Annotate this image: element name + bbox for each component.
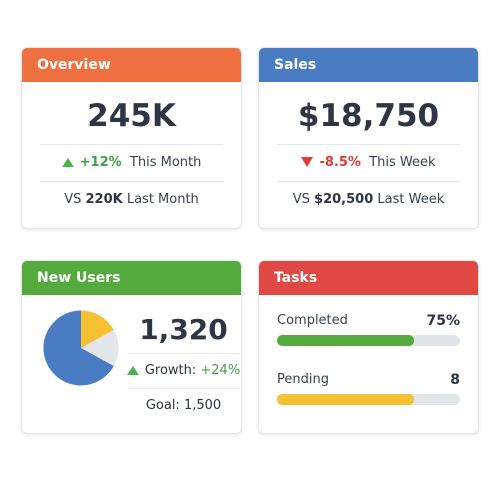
task-completed: Completed 75% (259, 313, 478, 346)
sales-compare-value: $20,500 (314, 192, 374, 207)
overview-change: +12% (79, 155, 122, 170)
users-growth-label: Growth: (144, 363, 197, 378)
sales-card-title: Sales (259, 48, 478, 82)
sales-value: $18,750 (297, 98, 440, 134)
users-pie-chart-icon (43, 310, 119, 386)
sales-change-row: -8.5% This Week (259, 145, 478, 181)
sales-compare-prefix: VS (292, 192, 310, 207)
users-divider-2 (128, 388, 239, 389)
new-users-card-title: New Users (22, 261, 241, 295)
users-growth-row: Growth: +24% (126, 354, 241, 388)
overview-divider-2 (40, 181, 223, 182)
pending-progress-bar (277, 394, 460, 405)
overview-card-title: Overview (22, 48, 241, 82)
sales-card: Sales $18,750 -8.5% This Week VS $20,500… (258, 47, 479, 229)
pie-slice-yellow (81, 310, 114, 348)
sales-compare-label: Last Week (377, 192, 445, 207)
overview-change-row: +12% This Month (22, 145, 241, 181)
overview-value: 245K (87, 98, 176, 134)
task-completed-value: 75% (426, 313, 460, 329)
arrow-down-icon (301, 157, 314, 167)
pie-slice-gray (81, 330, 119, 366)
overview-divider (40, 144, 223, 145)
users-divider (128, 353, 239, 354)
overview-compare-label: Last Month (126, 192, 199, 207)
overview-compare-prefix: VS (64, 192, 82, 207)
pie-slice-blue (43, 310, 114, 386)
tasks-card-title: Tasks (259, 261, 478, 295)
new-users-value: 1,320 (139, 313, 228, 346)
sales-compare-row: VS $20,500 Last Week (259, 182, 478, 218)
arrow-up-icon (61, 158, 74, 167)
sales-divider (277, 144, 460, 145)
task-pending-label: Pending (277, 372, 329, 387)
completed-progress-bar (277, 335, 460, 346)
arrow-up-icon (126, 366, 139, 375)
new-users-card: New Users 1,320 Growth: +24% Goal: 1,500 (21, 260, 242, 434)
overview-change-label: This Month (129, 155, 202, 170)
task-pending-value: 8 (450, 372, 460, 388)
task-pending: Pending 8 (259, 372, 478, 405)
completed-progress-fill (277, 335, 415, 346)
pending-progress-fill (277, 394, 415, 405)
overview-card: Overview 245K +12% This Month VS 220K La… (21, 47, 242, 229)
overview-compare-value: 220K (85, 192, 123, 207)
sales-change-label: This Week (369, 155, 436, 170)
overview-compare-row: VS 220K Last Month (22, 182, 241, 218)
sales-change: -8.5% (319, 155, 361, 170)
users-goal: Goal: 1,500 (145, 398, 222, 413)
task-completed-label: Completed (277, 313, 348, 328)
sales-divider-2 (277, 181, 460, 182)
users-growth-value: +24% (200, 363, 241, 378)
tasks-card: Tasks Completed 75% Pending 8 (258, 260, 479, 434)
